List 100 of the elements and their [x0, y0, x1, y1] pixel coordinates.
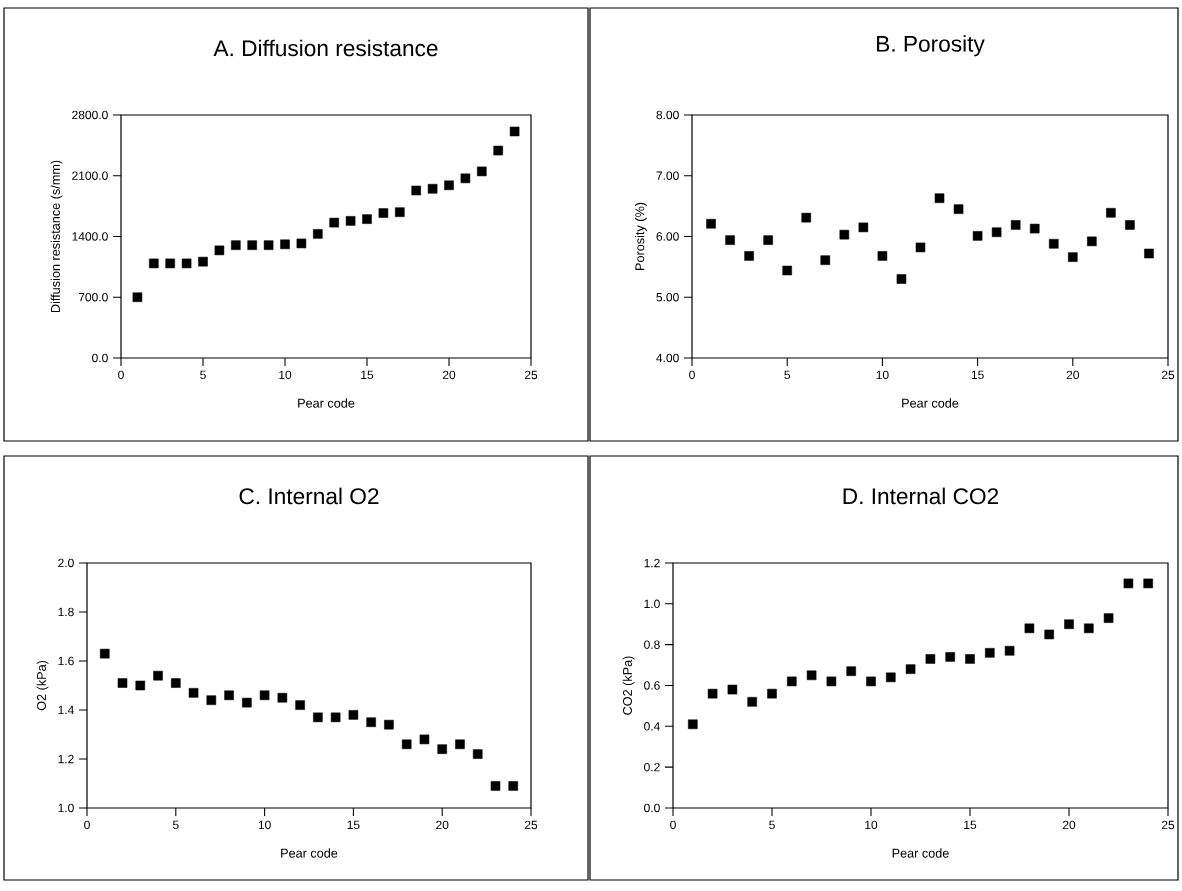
- point: [348, 710, 359, 720]
- point: [165, 258, 175, 269]
- point: [171, 678, 181, 688]
- point: [707, 688, 718, 699]
- point: [419, 734, 430, 745]
- chart-title: B. Porosity: [877, 35, 985, 57]
- point: [455, 739, 465, 750]
- point: [1143, 578, 1153, 589]
- y-tick-label: 2100.0: [72, 171, 108, 180]
- point: [806, 670, 817, 681]
- point: [329, 217, 339, 228]
- y-tick-label: 0.8: [644, 640, 660, 649]
- point: [477, 166, 487, 177]
- point: [953, 204, 964, 214]
- point: [444, 180, 454, 191]
- point: [493, 145, 503, 156]
- point: [877, 251, 888, 261]
- y-tick-label: 1.2: [644, 558, 660, 568]
- point: [985, 648, 995, 658]
- point: [826, 676, 837, 687]
- x-axis-title: Pear code: [892, 848, 949, 858]
- chart-title: A. Diffusion resistance: [213, 39, 438, 57]
- x-tick-label: 25: [1161, 820, 1175, 830]
- point: [866, 676, 876, 687]
- x-tick-label: 10: [865, 820, 878, 830]
- point: [149, 258, 159, 269]
- x-tick-label: 0: [689, 370, 695, 380]
- y-axis-title: CO2 (kPa): [622, 656, 635, 715]
- point: [198, 256, 208, 267]
- y-tick-label: 6.00: [656, 232, 679, 241]
- y-axis-title: O2 (kPa): [36, 660, 49, 711]
- point: [1029, 223, 1040, 234]
- point: [378, 208, 389, 218]
- point: [411, 185, 421, 196]
- point: [330, 712, 341, 723]
- point: [508, 781, 519, 791]
- x-tick-label: 20: [442, 370, 456, 380]
- point: [925, 654, 936, 664]
- x-tick-label: 0: [84, 820, 90, 830]
- x-tick-label: 0: [118, 370, 124, 380]
- point: [1004, 646, 1015, 656]
- y-axis-title: Diffusion resistance (s/mm): [50, 160, 63, 313]
- point: [839, 229, 850, 240]
- point: [362, 214, 372, 224]
- y-tick-label: 1.0: [644, 599, 660, 609]
- point: [99, 648, 110, 659]
- point: [744, 251, 754, 261]
- point: [206, 695, 217, 705]
- y-axis-title: Porosity (%): [634, 202, 647, 270]
- point: [915, 242, 926, 253]
- point: [460, 173, 471, 184]
- x-tick-label: 25: [524, 370, 538, 380]
- x-tick-label: 5: [784, 370, 791, 380]
- point: [972, 231, 983, 241]
- point: [132, 292, 143, 303]
- point: [1087, 236, 1097, 247]
- point: [846, 666, 856, 676]
- x-tick-label: 20: [1062, 820, 1076, 830]
- point: [153, 670, 163, 681]
- point: [886, 672, 896, 683]
- point: [135, 680, 146, 691]
- x-tick-label: 10: [876, 370, 889, 380]
- y-tick-label: 0.0: [92, 353, 108, 363]
- y-tick-label: 1.2: [58, 754, 74, 764]
- y-tick-label: 1.8: [58, 607, 74, 617]
- y-tick-label: 0.0: [644, 803, 660, 813]
- point: [242, 697, 252, 708]
- point: [509, 126, 520, 137]
- point: [401, 739, 412, 750]
- x-tick-label: 20: [436, 820, 449, 830]
- x-tick-label: 5: [200, 370, 206, 380]
- y-tick-label: 2800.0: [72, 110, 108, 120]
- point: [224, 690, 234, 701]
- x-tick-label: 0: [670, 820, 676, 830]
- point: [313, 229, 323, 239]
- y-tick-label: 1400.0: [72, 232, 108, 241]
- point: [1044, 629, 1054, 640]
- point: [366, 717, 376, 728]
- point: [395, 207, 405, 217]
- point: [1048, 239, 1059, 249]
- y-tick-label: 2.0: [58, 558, 74, 568]
- x-axis-title: Pear code: [281, 848, 338, 858]
- point: [1144, 248, 1154, 259]
- x-tick-label: 15: [964, 820, 977, 830]
- point: [1010, 220, 1021, 230]
- point: [1084, 623, 1094, 634]
- y-tick-label: 4.00: [656, 353, 679, 363]
- point: [896, 274, 907, 284]
- point: [1106, 208, 1116, 218]
- point: [820, 255, 831, 265]
- point: [725, 235, 735, 245]
- point: [181, 258, 192, 269]
- point: [767, 688, 777, 699]
- point: [747, 697, 757, 707]
- x-tick-label: 5: [172, 820, 179, 830]
- point: [214, 245, 225, 256]
- x-tick-label: 20: [1066, 370, 1080, 380]
- y-tick-label: 700.0: [78, 292, 108, 302]
- point: [188, 688, 199, 698]
- point: [437, 744, 447, 754]
